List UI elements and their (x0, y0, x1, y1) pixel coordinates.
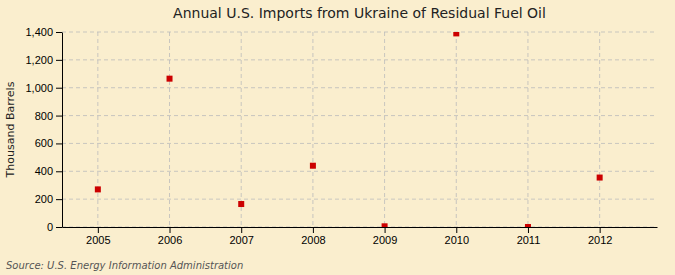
grid-line-y (62, 171, 657, 172)
y-tick-mark (56, 199, 62, 200)
grid-line-y (62, 143, 657, 144)
y-tick-mark (56, 143, 62, 144)
x-tick: 2005 (86, 227, 110, 246)
grid-line-x (312, 32, 313, 227)
y-tick: 1,200 (25, 54, 62, 66)
grid-line-x (384, 32, 385, 227)
point (238, 201, 244, 207)
grid-line-y (62, 227, 657, 228)
x-tick-mark (170, 227, 171, 233)
point (167, 76, 173, 82)
x-tick: 2012 (588, 227, 612, 246)
y-axis-title: Thousand Barrels (4, 81, 17, 178)
y-tick-label: 200 (35, 193, 53, 205)
y-tick-mark (56, 32, 62, 33)
y-tick: 400 (35, 165, 62, 177)
grid-line-y (62, 59, 657, 60)
y-tick-label: 1,000 (25, 82, 53, 94)
x-tick-label: 2009 (373, 234, 397, 246)
x-axis-line (63, 227, 658, 228)
x-tick: 2006 (158, 227, 182, 246)
y-tick-label: 1,200 (25, 54, 53, 66)
y-tick-label: 600 (35, 137, 53, 149)
x-tick-mark (98, 227, 99, 233)
y-tick: 200 (35, 193, 62, 205)
title: Annual U.S. Imports from Ukraine of Resi… (173, 5, 546, 21)
source-note: Source: U.S. Energy Information Administ… (6, 260, 243, 271)
grid-line-x (241, 32, 242, 227)
grid-line-y (62, 32, 657, 33)
grid-line-x (599, 32, 600, 227)
grid-line-x (456, 32, 457, 227)
background (0, 0, 675, 275)
x-tick-label: 2005 (86, 234, 110, 246)
point (597, 175, 603, 181)
x-tick-mark (600, 227, 601, 233)
x-tick: 2010 (445, 227, 469, 246)
grid-line-y (62, 115, 657, 116)
x-tick-label: 2007 (229, 234, 253, 246)
y-tick-mark (56, 88, 62, 89)
grid-line-x (169, 32, 170, 227)
x-tick-label: 2006 (158, 234, 182, 246)
x-tick-label: 2011 (517, 234, 541, 246)
grid-line-x (527, 32, 528, 227)
y-tick: 600 (35, 137, 62, 149)
y-tick-label: 800 (35, 110, 53, 122)
x-tick: 2008 (301, 227, 325, 246)
point (453, 32, 459, 36)
y-tick: 0 (47, 221, 62, 233)
y-tick-label: 400 (35, 165, 53, 177)
grid (62, 32, 657, 227)
plot: 2005 2006 2007 2008 2009 2010 2011 2012 0 200 400 6… (25, 26, 657, 246)
x-axis: 2005 2006 2007 2008 2009 2010 2011 2012 (63, 227, 658, 246)
x-tick: 2007 (229, 227, 253, 246)
x-tick: 2011 (517, 227, 541, 246)
y-tick-mark (56, 116, 62, 117)
y-tick-label: 0 (47, 221, 53, 233)
point (95, 186, 101, 192)
grid-line-y (62, 87, 657, 88)
x-tick-mark (456, 227, 457, 233)
y-tick-mark (56, 227, 62, 228)
x-tick-mark (385, 227, 386, 233)
x-tick-label: 2012 (588, 234, 612, 246)
grid-line-y (62, 199, 657, 200)
y-tick-mark (56, 60, 62, 61)
y-tick-mark (56, 171, 62, 172)
y-tick-label: 1,400 (25, 26, 53, 38)
x-tick-label: 2008 (301, 234, 325, 246)
point (382, 223, 388, 227)
chart: 2005 2006 2007 2008 2009 2010 2011 2012 0 200 400 6… (0, 0, 675, 275)
grid-line-x (97, 32, 98, 227)
points (95, 32, 603, 227)
x-tick: 2009 (373, 227, 397, 246)
x-tick-mark (313, 227, 314, 233)
y-axis: 0 200 400 600 800 1,000 1,200 1,400 (25, 26, 62, 233)
y-tick: 1,000 (25, 82, 62, 94)
x-tick-mark (241, 227, 242, 233)
x-tick-label: 2010 (445, 234, 469, 246)
point (310, 163, 316, 169)
x-tick-mark (528, 227, 529, 233)
y-axis-line (62, 33, 63, 228)
y-tick: 800 (35, 110, 62, 122)
y-tick: 1,400 (25, 26, 62, 38)
point (525, 224, 531, 227)
